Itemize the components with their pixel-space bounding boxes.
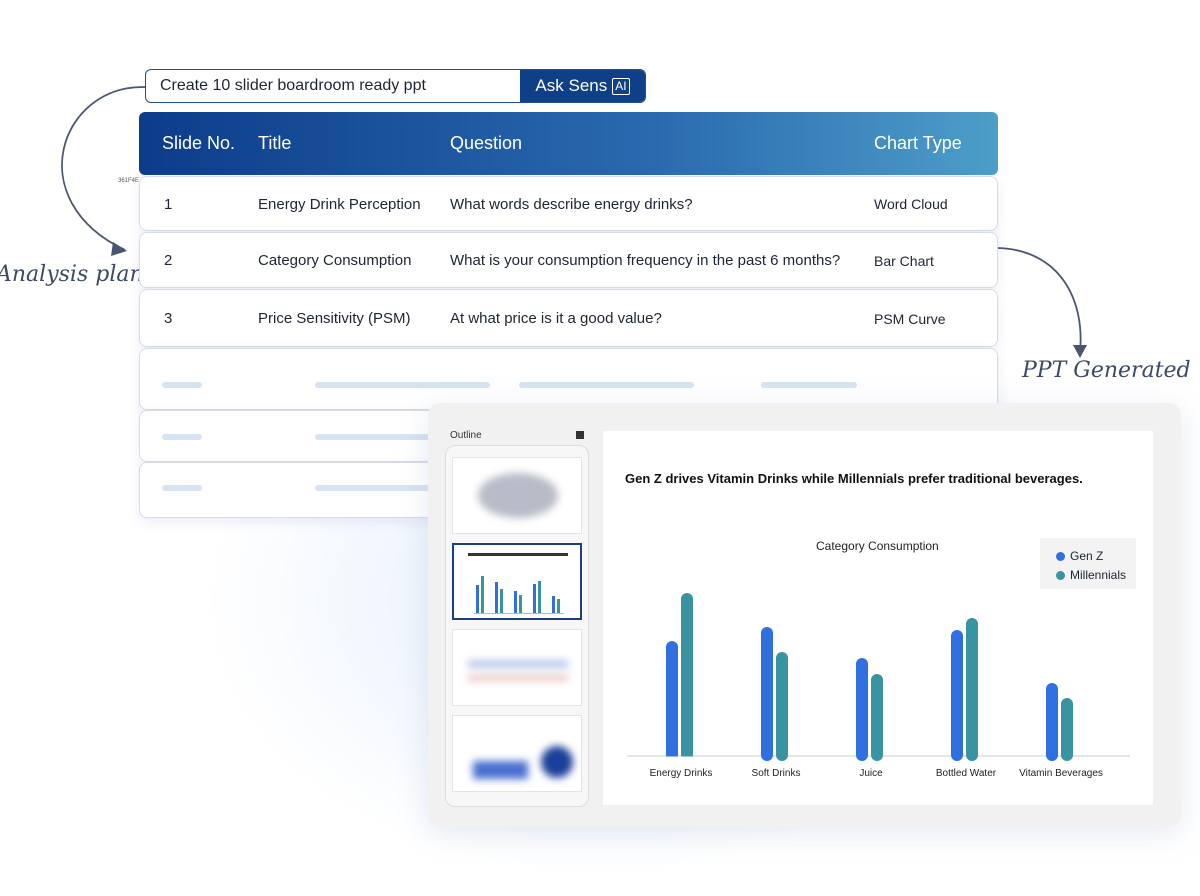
- row-no: 2: [164, 252, 173, 269]
- bar-gen-z: [761, 627, 773, 761]
- bar-millennials: [871, 674, 883, 761]
- bar-chart: Energy Drinks Soft Drinks Juice Bottled Wat…: [623, 593, 1133, 779]
- ask-sens-button[interactable]: Ask Sens AI: [520, 70, 645, 102]
- header-chart-type: Chart Type: [874, 133, 962, 153]
- analysis-plan-label: Analysis plan: [0, 262, 144, 287]
- outline-label: Outline: [450, 430, 482, 441]
- row-chart-type: PSM Curve: [874, 311, 946, 327]
- grid-icon[interactable]: [576, 431, 584, 439]
- ppt-preview-panel: Outline Gen Z drives Vitamin Drinks whil…: [428, 403, 1181, 827]
- legend-item-millennials: Millennials: [1056, 566, 1136, 585]
- millennials-dot-icon: [1056, 571, 1065, 580]
- row-no: 3: [164, 310, 173, 327]
- bar-gen-z: [1046, 683, 1058, 761]
- slide-canvas: Gen Z drives Vitamin Drinks while Millen…: [603, 431, 1153, 805]
- ai-icon: AI: [612, 77, 630, 95]
- slide-thumbnail-selected[interactable]: [452, 543, 582, 620]
- row-title: Category Consumption: [258, 252, 412, 269]
- bar-millennials: [776, 652, 788, 761]
- header-title: Title: [258, 133, 292, 153]
- row-title: Energy Drink Perception: [258, 196, 421, 213]
- gen-z-dot-icon: [1056, 552, 1065, 561]
- header-slide-no: Slide No.: [162, 133, 236, 153]
- row-question: At what price is it a good value?: [450, 310, 662, 327]
- legend-label: Gen Z: [1070, 549, 1104, 563]
- bar-gen-z: [951, 630, 963, 761]
- header-question: Question: [450, 133, 523, 153]
- row-question: What words describe energy drinks?: [450, 196, 693, 213]
- table-row[interactable]: 1 Energy Drink Perception What words des…: [139, 176, 998, 231]
- slide-thumbnail[interactable]: [452, 629, 582, 706]
- slide-thumbnail[interactable]: [452, 457, 582, 534]
- slide-title: Gen Z drives Vitamin Drinks while Millen…: [625, 471, 1083, 486]
- ppt-generated-label: PPT Generated: [1022, 358, 1191, 383]
- row-chart-type: Bar Chart: [874, 253, 934, 269]
- artifact-text: 361F4E: [118, 178, 140, 184]
- row-title: Price Sensitivity (PSM): [258, 310, 411, 327]
- row-chart-type: Word Cloud: [874, 196, 948, 212]
- bar-millennials: [1061, 698, 1073, 761]
- row-question: What is your consumption frequency in th…: [450, 252, 841, 269]
- x-tick-label: Juice: [859, 768, 883, 779]
- table-header: Slide No. Title Question Chart Type: [139, 112, 998, 175]
- prompt-bar: Create 10 slider boardroom ready ppt Ask…: [145, 69, 646, 103]
- bar-millennials: [966, 618, 978, 761]
- x-tick-label: Soft Drinks: [752, 768, 801, 779]
- row-no: 1: [164, 196, 173, 213]
- bar-millennials: [681, 593, 693, 761]
- placeholder-row: [139, 348, 998, 410]
- x-tick-label: Vitamin Beverages: [1019, 768, 1103, 779]
- x-tick-label: Energy Drinks: [650, 768, 713, 779]
- table-row[interactable]: 3 Price Sensitivity (PSM) At what price …: [139, 289, 998, 347]
- prompt-input[interactable]: Create 10 slider boardroom ready ppt: [160, 77, 426, 94]
- slide-thumbnail[interactable]: [452, 715, 582, 792]
- x-tick-label: Bottled Water: [936, 768, 997, 779]
- legend-item-gen-z: Gen Z: [1056, 547, 1136, 566]
- bar-gen-z: [856, 658, 868, 761]
- chart-title: Category Consumption: [816, 539, 939, 553]
- chart-legend: Gen Z Millennials: [1040, 538, 1136, 589]
- ask-sens-label: Ask Sens: [535, 76, 608, 95]
- legend-label: Millennials: [1070, 568, 1127, 582]
- bar-gen-z: [666, 641, 678, 761]
- outline-thumbnails[interactable]: [445, 445, 589, 807]
- table-row[interactable]: 2 Category Consumption What is your cons…: [139, 232, 998, 288]
